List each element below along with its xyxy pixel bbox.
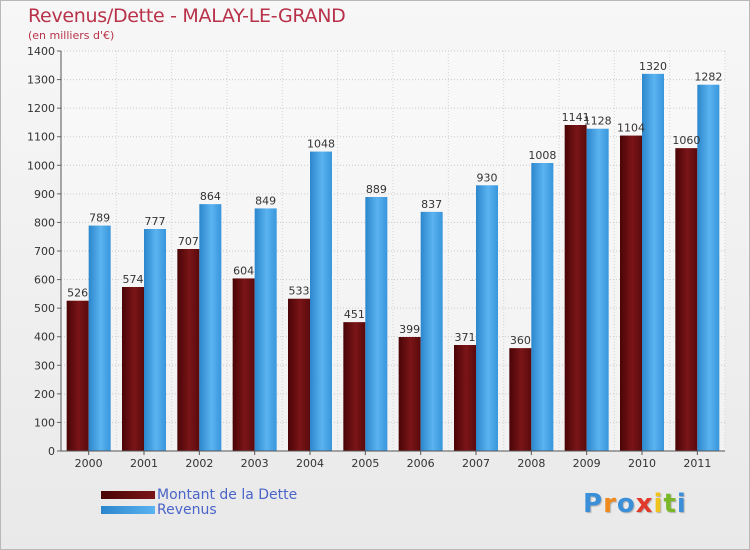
- logo-letter: r: [603, 489, 617, 519]
- x-tick-label-2005: 2005: [351, 457, 379, 470]
- legend-label-dette: Montant de la Dette: [157, 486, 298, 503]
- data-label-dette-2005: 451: [344, 308, 365, 321]
- data-label-revenus-2010: 1320: [639, 60, 667, 73]
- x-tick-label-2003: 2003: [241, 457, 269, 470]
- bar-revenus-2007: [476, 185, 498, 452]
- bar-revenus-2001: [144, 229, 166, 451]
- bar-revenus-2002: [199, 204, 222, 451]
- bar-dette-2009: [564, 125, 587, 451]
- bar-dette-2006: [398, 337, 421, 451]
- y-tick-label-1000: 1000: [27, 159, 55, 172]
- bar-revenus-2005: [365, 197, 388, 451]
- x-tick-label-2002: 2002: [185, 457, 213, 470]
- data-label-dette-2009: 1141: [562, 111, 590, 124]
- data-label-revenus-2008: 1008: [528, 149, 556, 162]
- bar-dette-2000: [66, 300, 89, 451]
- y-tick-label-1200: 1200: [27, 102, 55, 115]
- y-tick-label-1400: 1400: [27, 45, 55, 58]
- data-label-revenus-2003: 849: [255, 194, 276, 207]
- y-tick-label-900: 900: [34, 188, 55, 201]
- legend: Montant de la Dette Revenus: [101, 486, 298, 518]
- x-tick-label-2004: 2004: [296, 457, 324, 470]
- data-label-dette-2003: 604: [233, 264, 254, 277]
- x-tick-label-2011: 2011: [683, 457, 711, 470]
- y-tick-label-1300: 1300: [27, 74, 55, 87]
- logo-letter: i: [653, 489, 664, 519]
- data-label-dette-2001: 574: [123, 273, 144, 286]
- bar-dette-2003: [232, 278, 255, 451]
- legend-label-revenus: Revenus: [157, 501, 217, 518]
- legend-item-revenus: Revenus: [101, 501, 297, 518]
- grid-layer: [60, 50, 726, 452]
- x-tick-label-2009: 2009: [573, 457, 601, 470]
- y-tick-label-700: 700: [34, 245, 55, 258]
- x-tick-label-2000: 2000: [75, 457, 103, 470]
- bar-revenus-2000: [88, 225, 111, 451]
- x-tick-label-2001: 2001: [130, 457, 158, 470]
- data-label-dette-2011: 1060: [672, 134, 700, 147]
- y-tick-label-300: 300: [34, 359, 55, 372]
- bar-revenus-2008: [531, 163, 554, 451]
- bar-dette-2002: [177, 249, 200, 451]
- bar-dette-2005: [343, 322, 366, 451]
- bar-dette-2004: [288, 298, 310, 451]
- logo-letter: o: [616, 489, 636, 519]
- data-label-dette-2004: 533: [289, 285, 310, 298]
- logo-letter: P: [583, 489, 604, 519]
- y-tick-label-0: 0: [48, 445, 55, 458]
- legend-item-dette: Montant de la Dette: [101, 486, 298, 503]
- proxiti-logo: Proxiti: [583, 489, 687, 519]
- y-tick-label-400: 400: [34, 331, 55, 344]
- y-tick-label-500: 500: [34, 302, 55, 315]
- x-tick-label-2006: 2006: [407, 457, 435, 470]
- data-label-revenus-2009: 1128: [584, 115, 612, 128]
- y-tick-label-600: 600: [34, 274, 55, 287]
- data-label-revenus-2002: 864: [200, 190, 221, 203]
- bar-revenus-2009: [586, 128, 609, 451]
- data-label-revenus-2000: 789: [89, 212, 110, 225]
- legend-swatch-dette: [101, 490, 155, 499]
- bar-revenus-2003: [254, 208, 277, 451]
- bar-revenus-2004: [310, 151, 332, 452]
- data-label-dette-2000: 526: [67, 287, 88, 300]
- y-tick-label-200: 200: [34, 388, 55, 401]
- labels-layer: 526 789 574 777 707 864 604 849 533 1048 451 889 399…: [67, 60, 722, 347]
- data-label-dette-2010: 1104: [617, 122, 645, 135]
- bar-dette-2008: [509, 348, 532, 451]
- bar-dette-2011: [675, 148, 698, 451]
- bars-layer: [66, 73, 720, 452]
- logo-letter: x: [635, 489, 654, 519]
- data-label-revenus-2001: 777: [145, 215, 166, 228]
- data-label-dette-2006: 399: [399, 323, 420, 336]
- bar-revenus-2010: [642, 73, 664, 451]
- y-tick-label-800: 800: [34, 216, 55, 229]
- bar-dette-2007: [454, 345, 476, 451]
- x-tick-label-2007: 2007: [462, 457, 490, 470]
- bar-revenus-2011: [697, 84, 720, 451]
- y-tick-label-100: 100: [34, 416, 55, 429]
- x-tick-label-2010: 2010: [628, 457, 656, 470]
- data-label-revenus-2004: 1048: [307, 138, 335, 151]
- logo-letter: t: [663, 489, 677, 519]
- data-label-dette-2007: 371: [455, 331, 476, 344]
- data-label-dette-2002: 707: [178, 235, 199, 248]
- logo-letter: i: [676, 489, 687, 519]
- data-label-dette-2008: 360: [510, 334, 531, 347]
- bar-dette-2001: [122, 287, 144, 451]
- bar-revenus-2006: [420, 211, 443, 451]
- legend-swatch-revenus: [101, 505, 155, 514]
- data-label-revenus-2006: 837: [421, 198, 442, 211]
- data-label-revenus-2005: 889: [366, 183, 387, 196]
- bar-dette-2010: [620, 135, 642, 452]
- data-label-revenus-2007: 930: [477, 171, 498, 184]
- data-label-revenus-2011: 1282: [694, 71, 722, 84]
- chart-subtitle: (en milliers d'€): [28, 29, 115, 42]
- chart-title: Revenus/Dette - MALAY-LE-GRAND: [28, 5, 346, 27]
- axis-layer: 0 100 200 300 400 500 600 700 800 900 1000 1100 1200…: [27, 45, 725, 470]
- x-tick-label-2008: 2008: [517, 457, 545, 470]
- y-tick-label-1100: 1100: [27, 131, 55, 144]
